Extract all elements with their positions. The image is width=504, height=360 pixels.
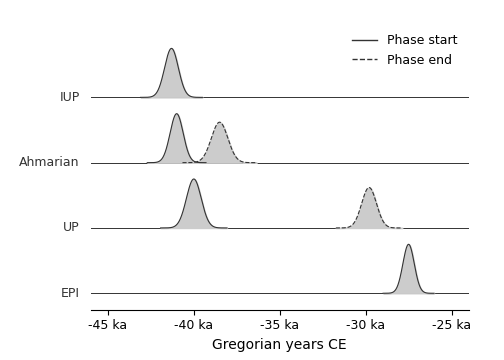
X-axis label: Gregorian years CE: Gregorian years CE: [212, 338, 347, 352]
Legend: Phase start, Phase end: Phase start, Phase end: [347, 30, 463, 72]
Text: IUP: IUP: [59, 91, 80, 104]
Text: UP: UP: [63, 221, 80, 234]
Text: Ahmarian: Ahmarian: [19, 156, 80, 169]
Text: EPI: EPI: [60, 287, 80, 300]
